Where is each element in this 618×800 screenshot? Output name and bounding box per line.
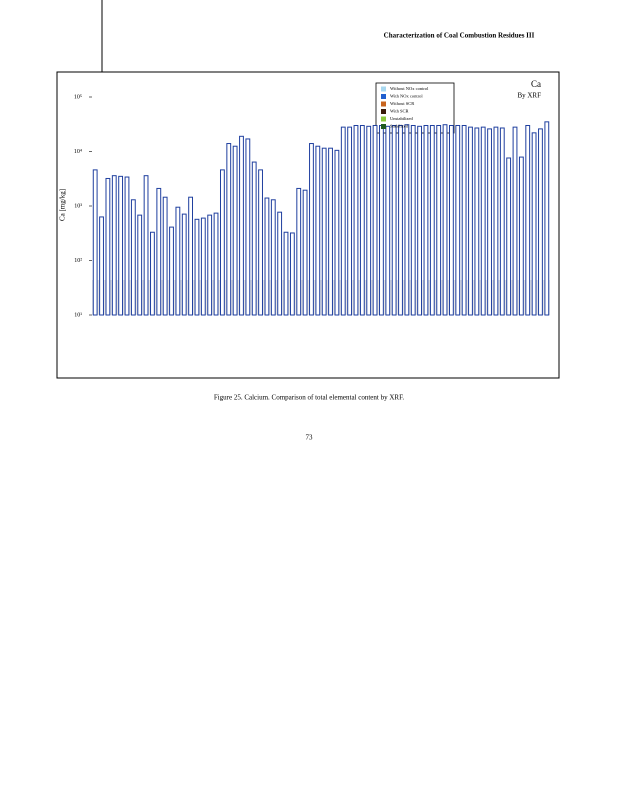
bar	[544, 121, 550, 316]
bar	[442, 124, 448, 316]
bar	[118, 175, 124, 316]
bar	[264, 197, 270, 316]
bar	[366, 125, 372, 316]
bar	[226, 143, 232, 316]
bar	[143, 175, 149, 316]
bar	[429, 124, 435, 316]
bar	[219, 169, 225, 316]
bar	[525, 124, 531, 316]
bar	[372, 124, 378, 316]
bar	[340, 126, 346, 316]
bar	[353, 124, 359, 316]
bar	[156, 187, 162, 316]
bar	[417, 125, 423, 316]
y-axis-label: Ca [mg/kg]	[59, 189, 67, 221]
bar	[296, 187, 302, 316]
legend-swatch	[381, 109, 386, 114]
bar	[404, 124, 410, 316]
bar	[315, 145, 321, 316]
bar	[410, 124, 416, 316]
y-tick-label: 10¹	[74, 312, 82, 318]
chart-title: Ca	[531, 79, 541, 89]
bar	[162, 196, 168, 316]
bar	[487, 128, 492, 316]
bar	[328, 147, 333, 316]
legend-label: Unstabilized	[390, 116, 413, 121]
bar	[518, 156, 524, 316]
legend-label: Without SCR	[390, 101, 414, 106]
bar	[111, 175, 117, 316]
bar	[130, 199, 136, 316]
bar	[493, 126, 499, 316]
bar	[194, 218, 200, 316]
bar	[213, 212, 219, 316]
bar	[137, 214, 143, 316]
bar	[283, 231, 289, 316]
bar	[391, 124, 397, 316]
bar	[169, 226, 174, 316]
bar	[239, 135, 244, 316]
bar	[506, 157, 512, 316]
bar	[105, 177, 111, 316]
bar	[289, 232, 295, 316]
group-band	[92, 280, 550, 315]
bar	[99, 216, 104, 316]
bar	[175, 206, 181, 316]
bar	[468, 126, 473, 316]
chart-subtitle: By XRF	[517, 92, 541, 100]
bar	[436, 124, 442, 316]
bar	[512, 126, 518, 316]
bar	[448, 124, 454, 316]
legend-swatch	[381, 101, 386, 107]
bar	[124, 176, 130, 316]
legend-label: Stabilized	[390, 124, 409, 129]
legend-swatch	[381, 124, 386, 129]
bar	[474, 127, 480, 316]
legend-swatch	[381, 86, 386, 92]
bar	[200, 217, 206, 316]
bar	[232, 145, 238, 316]
bar	[92, 169, 98, 316]
bar	[531, 132, 537, 316]
bar	[385, 125, 391, 316]
bar	[302, 189, 308, 316]
y-tick-label: 10⁵	[74, 94, 82, 100]
y-tick-label: 10⁴	[74, 149, 82, 155]
y-tick-label: 10³	[74, 203, 82, 209]
bar	[321, 147, 327, 316]
y-tick-label: 10²	[74, 258, 82, 264]
bar	[188, 196, 194, 316]
bar	[398, 124, 403, 316]
legend-label: With NOx control	[390, 94, 423, 99]
bar	[270, 199, 276, 316]
legend-label: Without NOx control	[390, 86, 429, 91]
bar	[359, 124, 365, 316]
legend-swatch	[381, 116, 386, 122]
bar	[347, 126, 353, 316]
bar	[423, 124, 429, 316]
bar	[309, 143, 314, 316]
bar	[245, 138, 251, 316]
bar	[251, 161, 257, 316]
figure-caption: Figure 25. Calcium. Comparison of total …	[214, 394, 405, 402]
bar	[334, 149, 340, 316]
bar	[258, 169, 263, 316]
legend-swatch	[381, 94, 386, 99]
bar	[480, 126, 486, 316]
bar	[181, 213, 187, 316]
legend-label: With SCR	[390, 109, 408, 114]
page-number: 73	[306, 434, 314, 442]
bar	[277, 211, 283, 316]
bar	[207, 214, 213, 316]
bar	[538, 128, 543, 316]
bar	[499, 127, 505, 316]
bar	[379, 124, 384, 316]
bar	[150, 231, 155, 316]
bar	[461, 124, 467, 316]
bar	[455, 124, 461, 316]
running-header: Characterization of Coal Combustion Resi…	[384, 32, 535, 40]
